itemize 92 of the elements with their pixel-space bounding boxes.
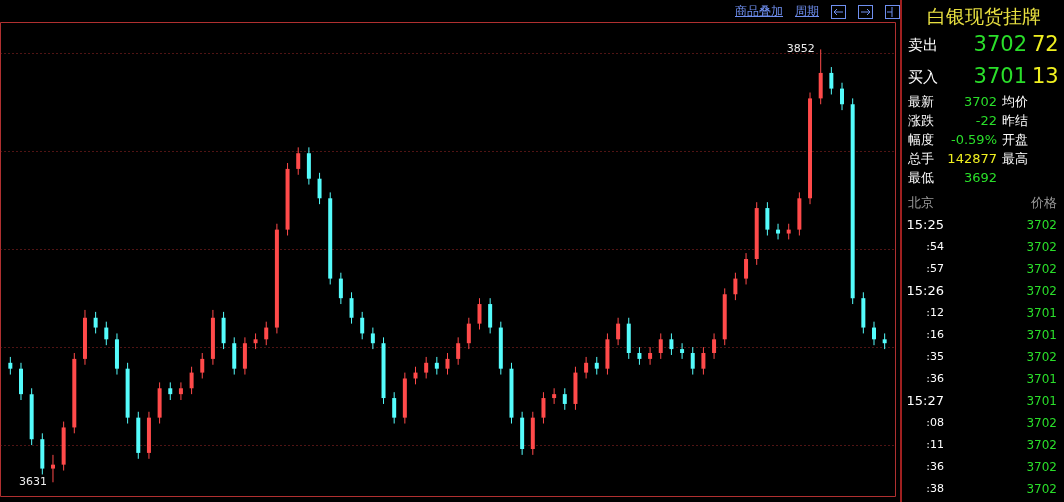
candlestick — [104, 321, 109, 346]
text: :11 — [926, 438, 944, 451]
text: 13 — [1032, 64, 1059, 88]
candlestick — [200, 352, 205, 379]
text: :36 — [926, 372, 944, 385]
candlestick — [178, 381, 183, 401]
candlestick — [424, 356, 429, 379]
candlestick — [466, 317, 471, 350]
text: 3702 — [1026, 482, 1057, 496]
text: 3702 — [973, 32, 1027, 56]
text: 卖出 — [908, 36, 938, 54]
text: :57 — [926, 262, 944, 275]
text: 周期 — [795, 3, 819, 20]
text: 3701 — [1026, 328, 1057, 342]
candlestick — [648, 346, 653, 366]
candlestick — [712, 332, 717, 360]
text: :16 — [926, 328, 944, 341]
text: 开盘 — [1002, 132, 1028, 147]
text: 北京 — [908, 195, 934, 210]
candlestick — [50, 454, 55, 483]
candlestick — [669, 332, 674, 356]
text: :36 — [926, 460, 944, 473]
candlestick — [456, 336, 461, 366]
text: 3702 — [1026, 416, 1057, 430]
text: 3701 — [1026, 306, 1057, 320]
candlestick — [349, 291, 354, 325]
candlestick — [541, 391, 546, 425]
candlestick — [840, 82, 845, 111]
annotation: 3631 — [18, 475, 47, 489]
text: 买入 — [908, 68, 938, 86]
text: 3702 — [1026, 460, 1057, 474]
text: 3701 — [1026, 372, 1057, 386]
candlestick — [776, 223, 781, 240]
candlestick — [829, 66, 834, 95]
candlestick — [584, 356, 589, 379]
text: 3692 — [963, 170, 997, 185]
candlestick — [552, 387, 557, 405]
candlestick — [658, 332, 663, 360]
text: 3702 — [1026, 438, 1057, 452]
candlestick — [338, 272, 343, 305]
candlestick — [488, 297, 493, 334]
candlestick — [93, 311, 98, 334]
text: 142877 — [947, 151, 997, 166]
text: 幅度 — [908, 132, 934, 147]
text: :35 — [926, 350, 944, 363]
candlestick — [445, 352, 450, 376]
candlestick — [733, 272, 738, 301]
candlestick — [317, 172, 322, 205]
text: 3702 — [1026, 284, 1057, 298]
text: 3702 — [1026, 262, 1057, 276]
text: 72 — [1032, 32, 1059, 56]
candlestick — [360, 311, 365, 340]
candlestick — [296, 146, 301, 176]
text: 3701 — [973, 64, 1027, 88]
text: 白银现货挂牌 — [927, 5, 1041, 27]
candlestick — [765, 201, 770, 236]
text: 最高 — [1002, 151, 1028, 166]
text: 涨跌 — [908, 113, 934, 128]
text: 15:27 — [906, 393, 944, 408]
text: 15:26 — [906, 283, 944, 298]
candlestick — [744, 252, 749, 285]
candlestick — [477, 297, 482, 331]
text: 商品叠加 — [735, 3, 783, 20]
candlestick — [370, 327, 375, 350]
text: -22 — [975, 113, 997, 128]
text: 价格 — [1030, 195, 1057, 210]
candlestick — [562, 387, 567, 411]
candlestick — [872, 321, 877, 346]
text: 3702 — [1026, 218, 1057, 232]
text: 3702 — [963, 94, 997, 109]
annotation: 3852 — [786, 42, 815, 56]
text: 最新 — [908, 94, 934, 109]
text: 昨结 — [1002, 113, 1028, 128]
candlestick — [616, 317, 621, 346]
text: 总手 — [907, 151, 934, 166]
candlestick — [264, 321, 269, 346]
candlestick — [189, 366, 194, 395]
text: :08 — [926, 416, 944, 429]
text: 均价 — [1001, 94, 1028, 109]
text: 最低 — [908, 170, 934, 185]
text: 3702 — [1026, 350, 1057, 364]
candlestick — [690, 346, 695, 376]
candlestick — [680, 342, 685, 360]
text: :12 — [926, 306, 944, 319]
text: 3701 — [1026, 394, 1057, 408]
candlestick — [392, 391, 397, 425]
text: :38 — [926, 482, 944, 495]
text: :54 — [926, 240, 944, 253]
candlestick — [701, 346, 706, 376]
text: 15:25 — [906, 217, 944, 232]
text: 3702 — [1026, 240, 1057, 254]
text: -0.59% — [951, 132, 997, 147]
